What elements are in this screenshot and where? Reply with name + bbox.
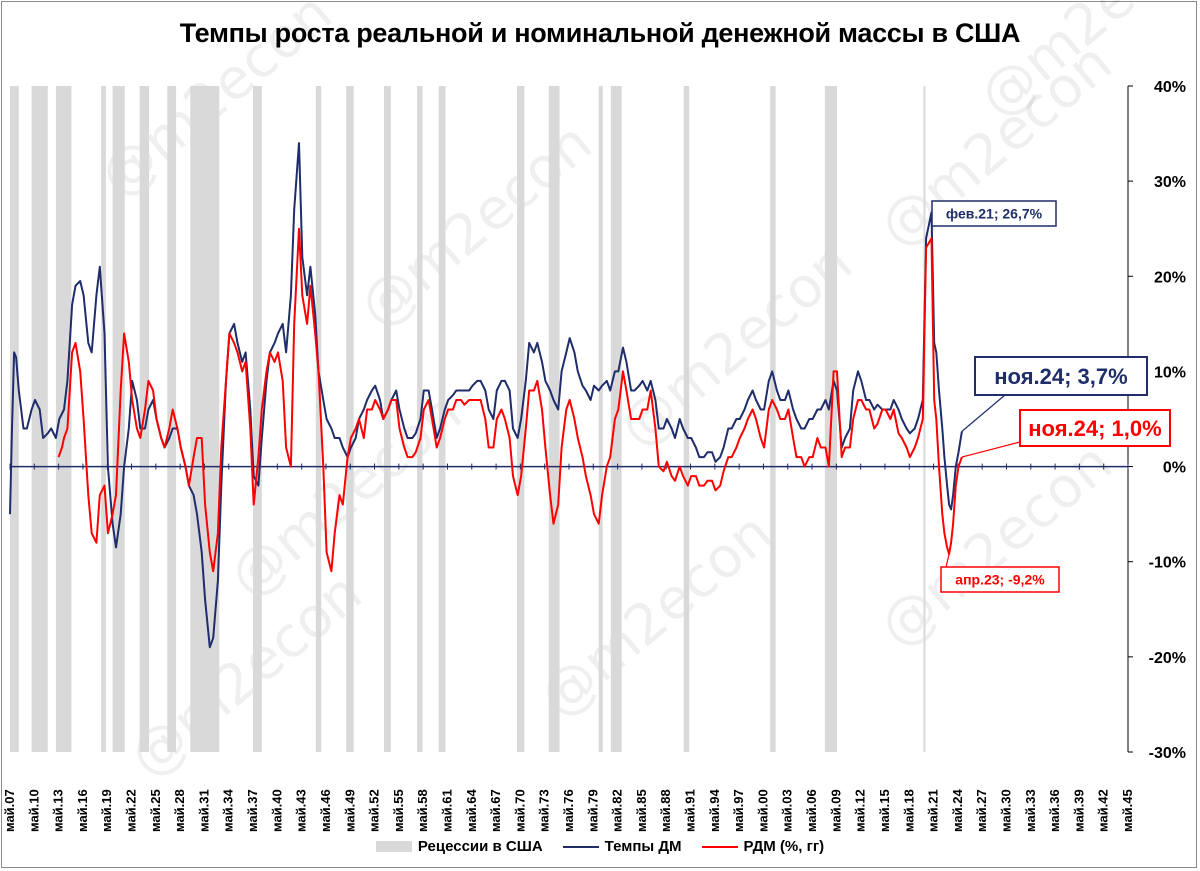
x-tick-label: май.00 <box>755 789 770 832</box>
annotation-label: фев.21; 26,7% <box>946 206 1043 222</box>
annotation-leader <box>961 441 1021 458</box>
x-tick-label: май.49 <box>342 789 357 832</box>
x-tick-label: май.82 <box>610 789 625 832</box>
x-tick-label: май.52 <box>367 789 382 832</box>
x-tick-label: май.25 <box>148 789 163 832</box>
x-tick-label: май.13 <box>51 789 66 832</box>
recession-band <box>770 86 776 752</box>
x-tick-label: май.70 <box>512 789 527 832</box>
x-tick-label: май.31 <box>196 789 211 832</box>
annotation-box <box>974 356 1148 396</box>
x-tick-label: май.88 <box>658 789 673 832</box>
x-tick-label: май.07 <box>2 789 17 832</box>
recession-band <box>31 86 48 752</box>
x-tick-label: май.94 <box>707 788 722 832</box>
x-tick-label: май.06 <box>804 789 819 832</box>
x-tick-label: май.03 <box>780 789 795 832</box>
annotation-box <box>940 566 1060 593</box>
x-tick-label: май.61 <box>439 789 454 832</box>
recession-band <box>346 86 354 752</box>
y-tick-label: 40% <box>1154 79 1186 96</box>
y-tick-label: -10% <box>1149 555 1186 572</box>
watermark-text: @m2econ <box>867 430 1124 661</box>
recession-band <box>253 86 262 752</box>
recession-band <box>55 86 72 752</box>
x-tick-label: май.79 <box>585 789 600 832</box>
y-tick-label: -20% <box>1149 650 1186 667</box>
y-tick-label: 10% <box>1154 364 1186 381</box>
x-tick-label: май.40 <box>269 789 284 832</box>
x-tick-label: май.39 <box>1071 789 1086 832</box>
x-tick-label: май.33 <box>1023 789 1038 832</box>
x-tick-label: май.67 <box>488 789 503 832</box>
recession-band <box>101 86 106 752</box>
y-tick-label: -30% <box>1149 745 1186 762</box>
x-tick-label: май.21 <box>926 789 941 832</box>
x-tick-label: май.22 <box>124 789 139 832</box>
recession-band <box>315 86 322 752</box>
x-tick-label: май.18 <box>901 789 916 832</box>
annotations: фев.21; 26,7% апр.23; -9,2% ноя.24; 3,7% но… <box>931 200 1171 593</box>
x-tick-label: май.36 <box>1047 789 1062 832</box>
recession-band <box>548 86 560 752</box>
x-tick-label: май.85 <box>634 789 649 832</box>
x-tick-label: май.34 <box>221 788 236 832</box>
x-tick-label: май.37 <box>245 789 260 832</box>
legend-swatch-recessions <box>375 841 412 852</box>
x-tick-label: май.91 <box>683 789 698 832</box>
legend-swatch-nominal <box>562 845 599 848</box>
x-tick-label: май.09 <box>828 789 843 832</box>
x-tick-label: май.27 <box>974 789 989 832</box>
series-lines <box>9 142 963 649</box>
annotation-label: ноя.24; 1,0% <box>1028 416 1161 441</box>
y-tick-label: 0% <box>1163 460 1186 477</box>
legend: Рецессии в США Темпы ДМ РДМ (%, гг) <box>0 838 1200 855</box>
x-tick-label: май.16 <box>75 789 90 832</box>
y-tick-label: 20% <box>1154 269 1186 286</box>
x-tick-label: май.15 <box>877 789 892 832</box>
annotation-label: апр.23; -9,2% <box>955 572 1045 588</box>
annotation-box <box>1019 409 1171 447</box>
x-tick-label: май.73 <box>537 789 552 832</box>
legend-item-recessions: Рецессии в США <box>375 838 543 855</box>
recession-band <box>10 86 19 752</box>
recession-band <box>190 86 220 752</box>
x-tick-label: май.28 <box>172 789 187 832</box>
x-tick-label: май.10 <box>26 789 41 832</box>
legend-swatch-real <box>701 845 738 848</box>
x-tick-label: май.19 <box>99 789 114 832</box>
x-tick-label: май.58 <box>415 789 430 832</box>
x-tick-label: май.12 <box>853 789 868 832</box>
x-tick-label: май.45 <box>1120 789 1135 832</box>
chart-title: Темпы роста реальной и номинальной денеж… <box>179 18 1021 48</box>
recession-band <box>610 86 622 752</box>
axes: 40% 30% 20% 10% 0% -10% -20% -30% май.07 май.10 ма… <box>2 79 1186 832</box>
legend-item-real: РДМ (%, гг) <box>701 838 825 855</box>
x-tick-label: май.76 <box>561 789 576 832</box>
y-tick-label: 30% <box>1154 174 1186 191</box>
x-tick-label: май.24 <box>950 788 965 832</box>
annotation-label: ноя.24; 3,7% <box>994 364 1127 389</box>
x-tick-label: май.64 <box>464 788 479 832</box>
legend-label-recessions: Рецессии в США <box>417 838 543 855</box>
legend-item-nominal: Темпы ДМ <box>562 838 682 855</box>
series-line-real <box>57 227 963 573</box>
x-tick-label: май.55 <box>391 789 406 832</box>
x-tick-label: май.42 <box>1096 789 1111 832</box>
annotation-box <box>931 200 1057 227</box>
x-tick-label: май.30 <box>998 789 1013 832</box>
recession-band <box>683 86 690 752</box>
recession-band <box>384 86 391 752</box>
recession-band <box>923 86 926 752</box>
legend-label-real: РДМ (%, гг) <box>743 838 825 855</box>
recession-band <box>598 86 603 752</box>
x-tick-label: май.46 <box>318 789 333 832</box>
x-tick-label: май.43 <box>294 789 309 832</box>
legend-label-nominal: Темпы ДМ <box>604 838 682 855</box>
x-tick-label: май.97 <box>731 789 746 832</box>
annotation-leader <box>961 394 1006 432</box>
watermark-text: @m2econ <box>527 500 784 731</box>
